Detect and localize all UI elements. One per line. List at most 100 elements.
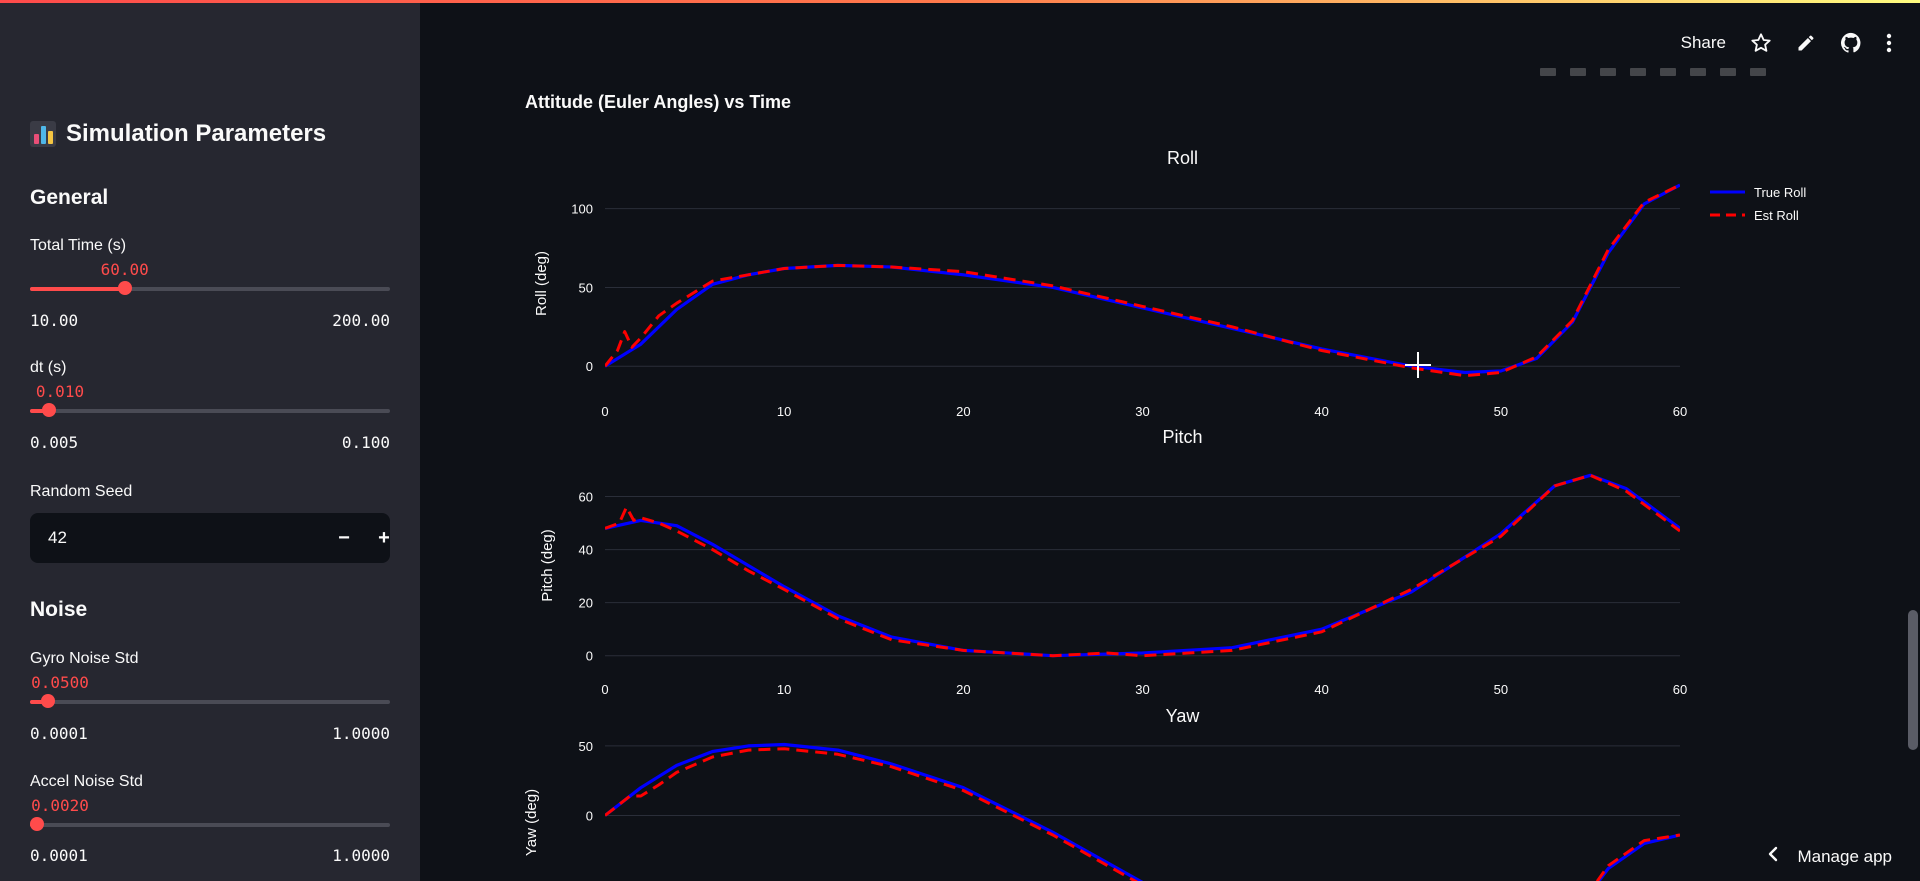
manage-app-button[interactable]: Manage app — [1767, 846, 1892, 867]
accel-noise-label: Accel Noise Std — [30, 773, 143, 790]
reset-axes-icon[interactable] — [1720, 68, 1736, 76]
accel-noise-range: 0.0001 1.0000 — [30, 846, 390, 865]
star-icon[interactable] — [1750, 32, 1772, 54]
general-header: General — [30, 186, 109, 209]
slider-thumb[interactable] — [42, 403, 57, 417]
y-axis-label: Roll (deg) — [533, 251, 550, 316]
y-tick-label: 50 — [579, 739, 593, 754]
slider-fill — [30, 700, 48, 704]
x-tick-label: 0 — [601, 682, 608, 697]
subplot-title: Pitch — [1162, 427, 1202, 447]
slider-min: 0.0001 — [30, 724, 88, 743]
accel-noise-slider[interactable]: 0.0020 — [30, 796, 390, 840]
x-tick-label: 0 — [601, 404, 608, 419]
series-line-true-yaw — [605, 742, 1680, 881]
scrollbar[interactable] — [1908, 610, 1918, 750]
y-tick-label: 0 — [586, 809, 593, 824]
camera-icon[interactable] — [1540, 68, 1556, 76]
y-tick-label: 0 — [586, 649, 593, 664]
chart-section-title: Attitude (Euler Angles) vs Time — [525, 92, 792, 112]
x-tick-label: 60 — [1673, 682, 1687, 697]
zoom-in-icon[interactable] — [1630, 68, 1646, 76]
slider-value: 0.010 — [35, 382, 85, 401]
slider-min: 0.005 — [30, 433, 79, 452]
total-time-slider[interactable]: 60.00 — [30, 260, 390, 304]
y-tick-label: 60 — [579, 490, 593, 505]
slider-value: 60.00 — [100, 260, 149, 279]
slider-max: 1.0000 — [332, 846, 390, 865]
slider-track — [30, 700, 390, 704]
slider-track — [30, 823, 390, 827]
github-icon[interactable] — [1840, 32, 1862, 54]
chevron-left-icon — [1767, 846, 1779, 867]
gyro-noise-label: Gyro Noise Std — [30, 650, 139, 667]
slider-thumb[interactable] — [41, 694, 55, 708]
series-line-est-roll — [605, 183, 1680, 378]
series-line-true-roll — [605, 183, 1680, 375]
slider-max: 0.100 — [341, 433, 390, 452]
decrement-button[interactable]: − — [338, 527, 350, 549]
manage-app-label: Manage app — [1797, 846, 1892, 866]
y-tick-label: 50 — [579, 280, 593, 295]
sidebar: Simulation Parameters General Total Time… — [0, 0, 420, 881]
subplot-title: Yaw — [1166, 706, 1201, 726]
gyro-noise-range: 0.0001 1.0000 — [30, 724, 390, 743]
sidebar-title-text: Simulation Parameters — [66, 120, 327, 147]
increment-button[interactable]: + — [378, 527, 390, 549]
total-time-range: 10.00 200.00 — [30, 311, 390, 330]
slider-track — [30, 287, 390, 291]
gyro-noise-slider[interactable]: 0.0500 — [30, 673, 390, 717]
subplot-roll: 0 50 100 0 10 20 30 40 50 60 Roll Roll (deg) True Ro… — [533, 148, 1806, 419]
legend-label: Est Roll — [1754, 208, 1799, 223]
x-tick-label: 40 — [1314, 404, 1328, 419]
bar-chart-icon — [30, 121, 56, 147]
x-tick-label: 10 — [777, 404, 791, 419]
random-seed-input[interactable] — [30, 513, 280, 563]
slider-value: 0.0020 — [31, 796, 89, 815]
x-tick-label: 20 — [956, 404, 970, 419]
zoom-out-icon[interactable] — [1660, 68, 1676, 76]
total-time-label: Total Time (s) — [30, 237, 127, 254]
slider-value: 0.0500 — [31, 673, 89, 692]
x-tick-label: 50 — [1494, 682, 1508, 697]
share-button[interactable]: Share — [1680, 33, 1726, 52]
plot-modebar[interactable] — [1540, 68, 1766, 76]
slider-fill — [30, 287, 125, 291]
zoom-icon[interactable] — [1570, 68, 1586, 76]
series-line-true-pitch — [605, 473, 1680, 658]
dt-range: 0.005 0.100 — [30, 433, 390, 452]
y-tick-label: -50 — [574, 878, 593, 881]
autoscale-icon[interactable] — [1690, 68, 1706, 76]
slider-track — [30, 409, 390, 413]
dt-label: dt (s) — [30, 359, 67, 376]
more-icon[interactable] — [1886, 33, 1892, 53]
series-line-est-yaw — [605, 747, 1680, 881]
subplot-pitch: 0 20 40 60 0 10 20 30 40 50 60 Pitch Pitch (deg) — [539, 427, 1687, 697]
x-tick-label: 30 — [1135, 682, 1149, 697]
y-tick-label: 20 — [579, 596, 593, 611]
x-tick-label: 60 — [1673, 404, 1687, 419]
legend-label: True Roll — [1754, 185, 1806, 200]
x-tick-label: 50 — [1494, 404, 1508, 419]
pan-icon[interactable] — [1600, 68, 1616, 76]
edit-icon[interactable] — [1796, 33, 1816, 53]
header-toolbar: Share — [1681, 32, 1892, 54]
x-tick-label: 10 — [777, 682, 791, 697]
slider-max: 1.0000 — [332, 724, 390, 743]
slider-thumb[interactable] — [30, 817, 44, 831]
slider-fill — [30, 409, 50, 413]
subplot-title: Roll — [1167, 148, 1198, 168]
dt-slider[interactable]: 0.010 — [30, 382, 390, 426]
noise-header: Noise — [30, 598, 88, 621]
y-tick-label: 40 — [579, 543, 593, 558]
crosshair-cursor — [1405, 352, 1431, 378]
y-tick-label: 0 — [586, 359, 593, 374]
slider-max: 200.00 — [332, 311, 390, 330]
random-seed-input-group: − + — [30, 513, 390, 563]
slider-thumb[interactable] — [117, 281, 132, 295]
sidebar-title: Simulation Parameters — [30, 120, 326, 148]
y-axis-label: Yaw (deg) — [523, 789, 540, 856]
slider-min: 0.0001 — [30, 846, 88, 865]
fullscreen-icon[interactable] — [1750, 68, 1766, 76]
